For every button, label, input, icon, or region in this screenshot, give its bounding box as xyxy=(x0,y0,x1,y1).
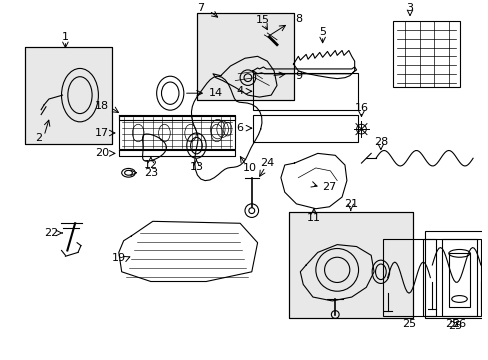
Text: 25: 25 xyxy=(444,319,458,329)
Bar xyxy=(288,212,412,318)
Text: 5: 5 xyxy=(319,27,325,37)
Text: 23: 23 xyxy=(143,168,158,178)
Text: 4: 4 xyxy=(236,86,243,96)
Bar xyxy=(24,46,112,144)
Bar xyxy=(24,46,112,144)
Bar xyxy=(252,73,357,110)
Text: 27: 27 xyxy=(322,183,336,192)
Text: 26: 26 xyxy=(451,319,466,329)
Bar xyxy=(422,239,480,316)
Text: 10: 10 xyxy=(243,163,256,173)
Text: 28: 28 xyxy=(373,137,387,147)
Text: 19: 19 xyxy=(111,253,125,263)
Text: 22: 22 xyxy=(43,228,58,238)
Bar xyxy=(197,13,294,100)
Text: 16: 16 xyxy=(354,103,368,113)
Bar xyxy=(252,114,357,142)
Bar xyxy=(424,231,488,318)
Text: 25: 25 xyxy=(447,321,462,331)
Text: 13: 13 xyxy=(189,162,203,172)
Text: 7: 7 xyxy=(197,3,204,13)
Bar xyxy=(393,21,459,87)
Bar xyxy=(441,239,476,316)
Text: 2: 2 xyxy=(35,133,41,143)
Text: 11: 11 xyxy=(306,213,320,224)
Bar xyxy=(288,212,412,318)
Text: 6: 6 xyxy=(236,123,243,133)
Bar xyxy=(448,253,469,307)
Text: 20: 20 xyxy=(95,148,109,158)
Text: 17: 17 xyxy=(95,128,109,138)
Text: 25: 25 xyxy=(401,319,415,329)
Bar xyxy=(197,13,294,100)
Text: 9: 9 xyxy=(294,71,301,81)
Text: 12: 12 xyxy=(143,160,158,170)
Bar xyxy=(119,117,235,149)
Text: 18: 18 xyxy=(95,101,109,111)
Text: 15: 15 xyxy=(255,15,269,26)
Text: 1: 1 xyxy=(62,32,69,42)
Text: 14: 14 xyxy=(208,88,223,98)
Text: 21: 21 xyxy=(343,199,357,209)
Text: 8: 8 xyxy=(294,14,301,24)
Text: 24: 24 xyxy=(260,158,274,168)
Text: 3: 3 xyxy=(406,3,413,13)
Bar xyxy=(382,239,435,316)
